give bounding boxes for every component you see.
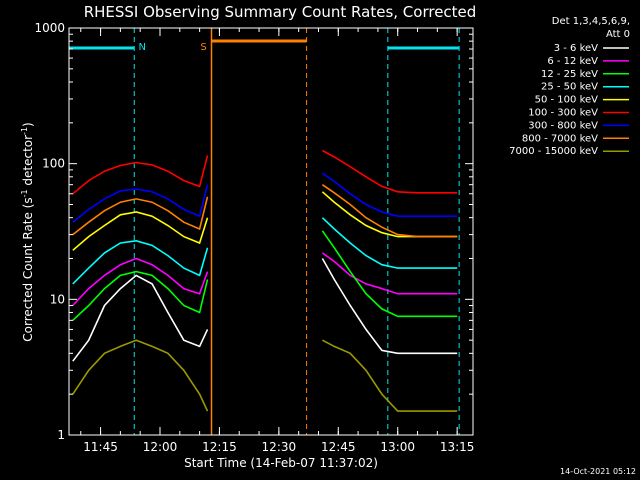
y-axis-label-sup1: -1 — [20, 189, 29, 197]
x-tick-label: 11:45 — [83, 440, 118, 454]
chart-title: RHESSI Observing Summary Count Rates, Co… — [84, 3, 477, 21]
series-line-8 — [72, 196, 209, 236]
legend-subtitle: Att 0 — [606, 29, 630, 40]
series-line-2 — [72, 257, 209, 307]
series-line-1 — [72, 274, 209, 362]
series-line-7 — [72, 184, 209, 223]
y-tick-label: 1 — [57, 428, 65, 442]
y-axis-label-end: ) — [21, 122, 35, 127]
y-axis: 1 10 100 1000 — [34, 21, 473, 442]
y-axis-label-main: Corrected Count Rate (s — [21, 197, 35, 341]
x-tick-label: 12:15 — [202, 440, 237, 454]
series-line-9 — [72, 339, 209, 412]
x-tick-label: 13:15 — [440, 440, 475, 454]
x-tick-label: 13:00 — [380, 440, 415, 454]
x-axis-label: Start Time (14-Feb-07 11:37:02) — [184, 456, 378, 470]
footer-timestamp: 14-Oct-2021 05:12 — [560, 467, 636, 476]
series-line-7 — [321, 172, 458, 217]
legend-label: 6 - 12 keV — [547, 56, 598, 67]
legend-title: Det 1,3,4,5,6,9, — [552, 16, 630, 27]
legend-label: 50 - 100 keV — [535, 95, 599, 106]
legend-label: 25 - 50 keV — [541, 82, 598, 93]
series-line-1 — [321, 258, 458, 355]
legend: Det 1,3,4,5,6,9, Att 0 3 - 6 keV 6 - 12 k… — [509, 16, 630, 157]
saa-label: S — [200, 42, 206, 53]
series-line-3 — [72, 270, 209, 321]
x-tick-label: 12:45 — [321, 440, 356, 454]
series-line-2 — [321, 252, 458, 295]
y-axis-label-mid: detector — [21, 135, 35, 190]
y-axis-label-sup2: -1 — [20, 127, 29, 135]
y-tick-label: 100 — [42, 157, 65, 171]
series-line-8 — [321, 184, 458, 238]
series-line-4 — [321, 217, 458, 269]
x-axis: 11:45 12:00 12:15 12:30 12:45 13:00 13:15 — [80, 28, 475, 454]
night-label: N — [139, 42, 146, 53]
x-tick-label: 12:00 — [143, 440, 178, 454]
series-line-4 — [72, 239, 209, 285]
y-axis-label: Corrected Count Rate (s-1 detector-1) — [20, 122, 35, 341]
series-line-3 — [321, 230, 458, 318]
plot-frame — [68, 27, 474, 436]
series-line-6 — [72, 155, 209, 195]
x-tick-label: 12:30 — [262, 440, 297, 454]
legend-label: 300 - 800 keV — [528, 120, 598, 131]
series-line-9 — [322, 339, 458, 412]
series-line-6 — [322, 149, 458, 194]
series-line-5 — [72, 211, 209, 251]
y-tick-label: 1000 — [34, 21, 65, 35]
y-tick-label: 10 — [50, 292, 65, 306]
legend-label: 3 - 6 keV — [554, 43, 598, 54]
legend-label: 100 - 300 keV — [528, 108, 598, 119]
legend-label: 12 - 25 keV — [541, 69, 598, 80]
legend-label: 7000 - 15000 keV — [509, 146, 598, 157]
legend-label: 800 - 7000 keV — [522, 133, 598, 144]
